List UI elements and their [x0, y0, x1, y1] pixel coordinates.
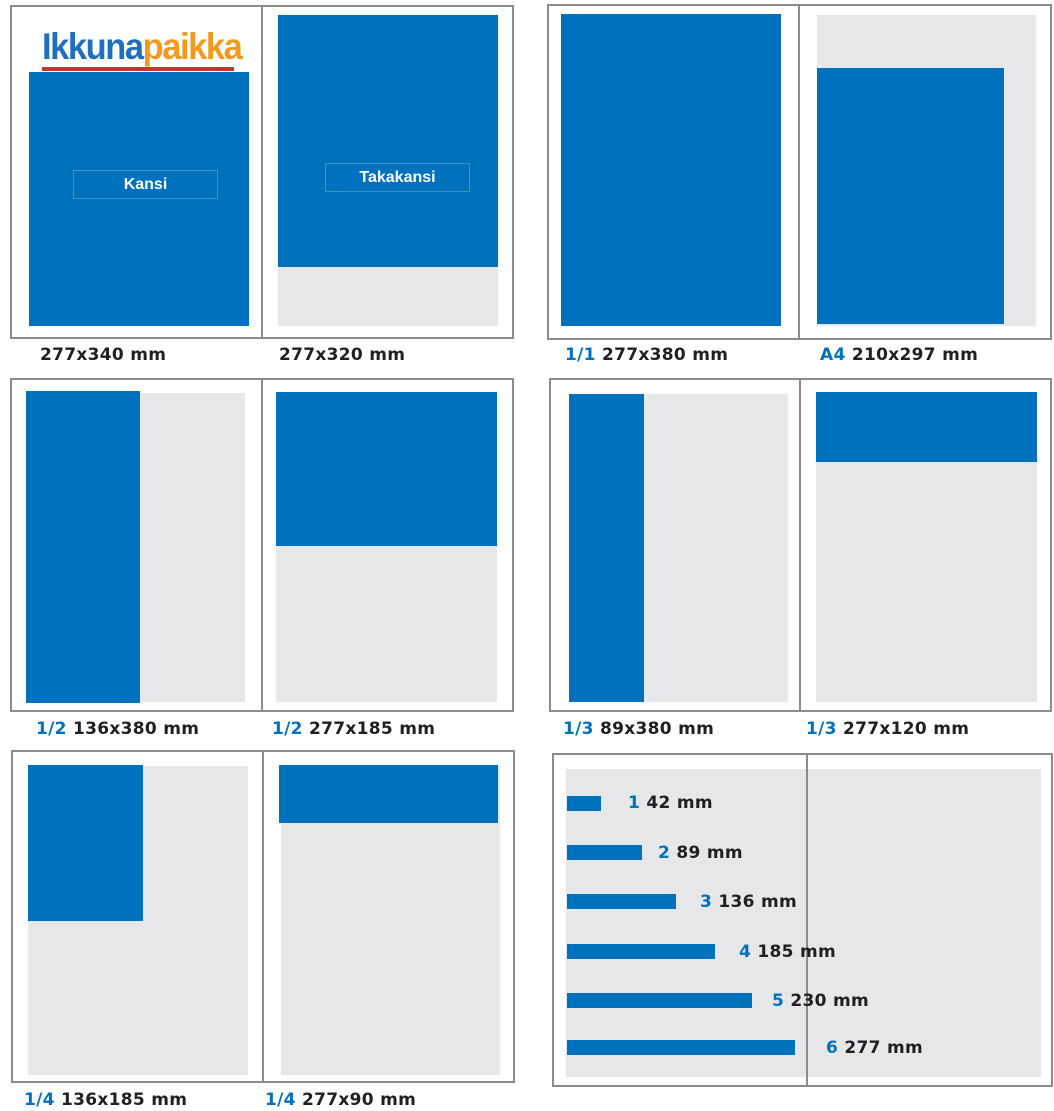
column-right-page	[808, 769, 1041, 1077]
column-bar-3	[567, 894, 676, 909]
column-label-5: 5 230 mm	[772, 991, 869, 1011]
column-left-page	[566, 769, 806, 1077]
spread-half-page	[10, 378, 514, 712]
third-vertical-size: 1/3 89x380 mm	[563, 719, 715, 739]
front-cover-size: 277x340 mm	[40, 345, 167, 365]
half-vertical-size: 1/2 136x380 mm	[36, 719, 200, 739]
half-vertical-ad	[26, 391, 140, 703]
front-cover-area	[29, 72, 249, 326]
third-horizontal-size: 1/3 277x120 mm	[806, 719, 970, 739]
column-bar-5	[567, 993, 752, 1008]
column-label-6: 6 277 mm	[826, 1038, 923, 1058]
column-label-1: 1 42 mm	[628, 793, 713, 813]
column-label-3: 3 136 mm	[700, 892, 797, 912]
spread-column-widths: 1 42 mm 2 89 mm 3 136 mm 4 185 mm 5 230 …	[552, 753, 1053, 1087]
back-cover-label: Takakansi	[325, 163, 470, 192]
spread-full-page	[547, 4, 1052, 340]
spread-divider	[798, 6, 800, 338]
column-label-2: 2 89 mm	[658, 843, 743, 863]
full-page-size: 1/1 277x380 mm	[565, 345, 729, 365]
a4-ad	[817, 68, 1004, 324]
third-horizontal-ad	[816, 392, 1037, 462]
spread-divider	[261, 7, 263, 337]
quarter-horizontal-ad	[279, 765, 498, 823]
spread-divider	[806, 755, 808, 1085]
magazine-logo: Ikkunapaikka	[42, 27, 243, 77]
full-page-ad	[561, 14, 781, 326]
quarter-horizontal-size: 1/4 277x90 mm	[265, 1090, 417, 1110]
half-horizontal-ad	[276, 392, 497, 546]
quarter-block-size: 1/4 136x185 mm	[24, 1090, 188, 1110]
column-bar-2	[567, 845, 642, 860]
column-bar-1	[567, 796, 601, 811]
spread-third-page	[549, 378, 1052, 712]
column-bar-6	[567, 1040, 795, 1055]
spread-divider	[262, 752, 264, 1081]
spread-quarter-page	[11, 750, 515, 1083]
a4-size: A4 210x297 mm	[820, 345, 979, 365]
half-horizontal-size: 1/2 277x185 mm	[272, 719, 436, 739]
column-bar-4	[567, 944, 715, 959]
spread-divider	[799, 380, 801, 710]
spread-covers: Ikkunapaikka Kansi Takakansi	[10, 5, 514, 339]
back-cover-size: 277x320 mm	[279, 345, 406, 365]
front-cover-label: Kansi	[73, 170, 218, 199]
quarter-block-ad	[28, 765, 143, 921]
third-vertical-ad	[569, 394, 644, 702]
column-label-4: 4 185 mm	[739, 942, 836, 962]
spread-divider	[261, 380, 263, 710]
back-cover-area	[278, 15, 498, 267]
